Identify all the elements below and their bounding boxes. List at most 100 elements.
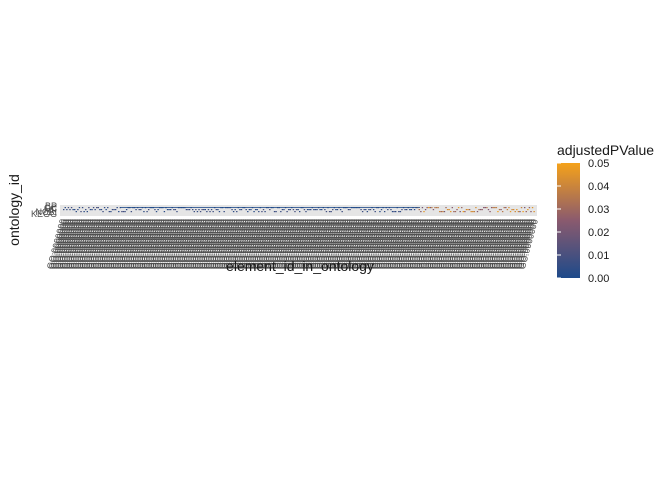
heatmap-cell <box>253 211 255 213</box>
heatmap-cell <box>111 209 114 211</box>
heatmap-cell <box>91 209 93 211</box>
legend-tick-label: 0.04 <box>588 181 609 193</box>
heatmap-cell <box>330 211 332 213</box>
heatmap-cell <box>365 209 367 211</box>
heatmap-cell <box>380 209 383 211</box>
heatmap-cell <box>372 209 375 211</box>
y-tick-label: MF <box>44 205 57 215</box>
heatmap-cell <box>413 209 416 211</box>
heatmap-cell <box>292 209 295 211</box>
heatmap-cell <box>473 211 476 213</box>
heatmap-cell <box>122 211 125 213</box>
heatmap-cell <box>391 211 394 213</box>
heatmap-cell <box>319 209 321 211</box>
heatmap-cell <box>157 209 159 211</box>
heatmap-cell <box>426 207 428 209</box>
heatmap-cell <box>192 209 194 211</box>
heatmap-cell <box>528 207 531 209</box>
heatmap-cell <box>116 207 118 209</box>
heatmap-cell <box>78 207 81 209</box>
heatmap-cell <box>199 211 202 213</box>
heatmap-cell <box>369 209 372 211</box>
heatmap-cell <box>261 211 263 213</box>
heatmap-cell <box>457 207 460 209</box>
heatmap-cell <box>88 207 90 209</box>
heatmap-cell <box>434 207 436 209</box>
heatmap-cell <box>254 209 257 211</box>
legend-tick-label: 0.02 <box>588 227 609 239</box>
y-tick-label: KEGG <box>31 209 57 219</box>
heatmap-cell <box>420 211 422 213</box>
heatmap-cell <box>495 207 498 209</box>
heatmap-cell <box>239 209 241 211</box>
heatmap-cell <box>465 209 468 211</box>
heatmap-cell <box>324 209 326 211</box>
heatmap-cell <box>470 211 472 213</box>
heatmap-cell <box>163 211 166 213</box>
heatmap-cell <box>81 207 84 209</box>
heatmap-cell <box>262 209 265 211</box>
heatmap-cell <box>387 209 389 211</box>
heatmap-cell <box>201 209 203 211</box>
heatmap-cell <box>297 209 299 211</box>
heatmap-cell <box>72 209 74 211</box>
heatmap-cell <box>379 211 381 213</box>
heatmap-cell <box>204 209 206 211</box>
heatmap-cell <box>443 211 446 213</box>
heatmap-cell <box>97 207 100 209</box>
heatmap-cell <box>240 209 243 211</box>
heatmap-cell <box>283 209 285 211</box>
heatmap-cells <box>63 207 535 213</box>
heatmap-cell <box>514 211 516 213</box>
heatmap-cell <box>114 209 117 211</box>
heatmap-cell <box>124 211 126 213</box>
heatmap-cell <box>405 209 408 211</box>
heatmap-cell <box>70 207 73 209</box>
heatmap-cell <box>185 209 188 211</box>
heatmap-cell <box>166 209 169 211</box>
x-tick-labels: GO:0000000GO:0000000GO:0000000GO:0000000… <box>45 218 540 270</box>
heatmap-cell <box>99 209 101 211</box>
heatmap-cell <box>102 211 104 213</box>
heatmap-cell <box>286 211 288 213</box>
heatmap-cell <box>446 209 449 211</box>
heatmap-cell <box>500 209 502 211</box>
heatmap-cell <box>173 209 175 211</box>
heatmap-cell <box>154 209 156 211</box>
heatmap-cell <box>453 211 455 213</box>
heatmap-cell <box>92 207 95 209</box>
heatmap-cell <box>310 209 312 211</box>
heatmap-cell <box>511 209 513 211</box>
heatmap-cell <box>77 209 79 211</box>
heatmap-cell <box>308 209 310 211</box>
heatmap-cell <box>193 211 195 213</box>
heatmap-cell <box>94 209 96 211</box>
heatmap-cell <box>67 207 70 209</box>
heatmap-cell <box>520 207 523 209</box>
heatmap-cell <box>303 209 306 211</box>
heatmap-cell <box>250 209 252 211</box>
heatmap-cell <box>223 211 225 213</box>
heatmap-cell <box>231 209 233 211</box>
heatmap-cell <box>478 209 480 211</box>
heatmap-cell <box>125 209 128 211</box>
heatmap-cell <box>383 211 386 213</box>
heatmap-cell <box>89 209 92 211</box>
y-tick-label: CC <box>44 203 57 213</box>
heatmap-cell <box>69 209 71 211</box>
heatmap-cell <box>494 207 496 209</box>
heatmap-cell <box>454 211 457 213</box>
heatmap-cell <box>247 211 249 213</box>
heatmap-cell <box>140 209 142 211</box>
heatmap-cell <box>328 211 331 213</box>
heatmap-cell <box>306 209 309 211</box>
legend-tick-label: 0.03 <box>588 204 609 216</box>
heatmap-cell <box>363 209 365 211</box>
heatmap-cell <box>498 209 501 211</box>
heatmap-cell <box>516 209 518 211</box>
heatmap-cell <box>236 211 238 213</box>
heatmap-cell <box>176 211 178 213</box>
heatmap-cell <box>269 209 271 211</box>
heatmap-cell <box>421 207 424 209</box>
